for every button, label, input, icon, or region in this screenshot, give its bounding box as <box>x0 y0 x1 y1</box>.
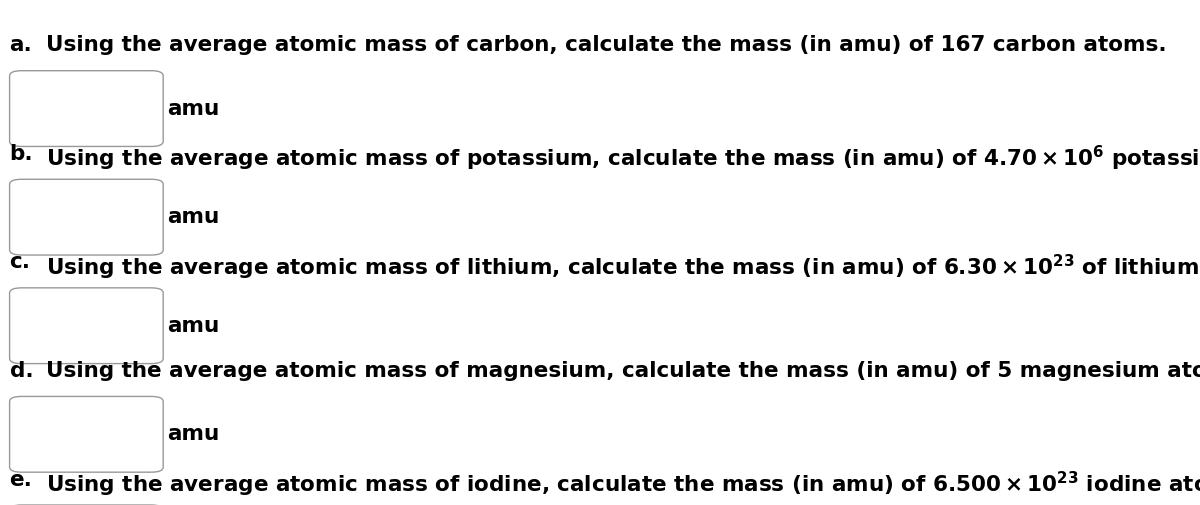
FancyBboxPatch shape <box>10 179 163 255</box>
Text: b.: b. <box>10 144 34 164</box>
Text: amu: amu <box>167 424 220 444</box>
Text: amu: amu <box>167 207 220 227</box>
Text: c.: c. <box>10 252 31 273</box>
FancyBboxPatch shape <box>10 71 163 146</box>
Text: Using the average atomic mass of magnesium, calculate the mass (in amu) of 5 mag: Using the average atomic mass of magnesi… <box>46 361 1200 381</box>
Text: Using the average atomic mass of iodine, calculate the mass (in amu) of $\mathbf: Using the average atomic mass of iodine,… <box>46 470 1200 499</box>
Text: d.: d. <box>10 361 34 381</box>
Text: amu: amu <box>167 98 220 119</box>
Text: Using the average atomic mass of carbon, calculate the mass (in amu) of 167 carb: Using the average atomic mass of carbon,… <box>46 35 1166 56</box>
Text: e.: e. <box>10 470 32 490</box>
Text: Using the average atomic mass of potassium, calculate the mass (in amu) of $\mat: Using the average atomic mass of potassi… <box>46 144 1200 173</box>
Text: Using the average atomic mass of lithium, calculate the mass (in amu) of $\mathb: Using the average atomic mass of lithium… <box>46 252 1200 282</box>
Text: a.: a. <box>10 35 32 56</box>
FancyBboxPatch shape <box>10 396 163 472</box>
FancyBboxPatch shape <box>10 288 163 364</box>
Text: amu: amu <box>167 316 220 336</box>
